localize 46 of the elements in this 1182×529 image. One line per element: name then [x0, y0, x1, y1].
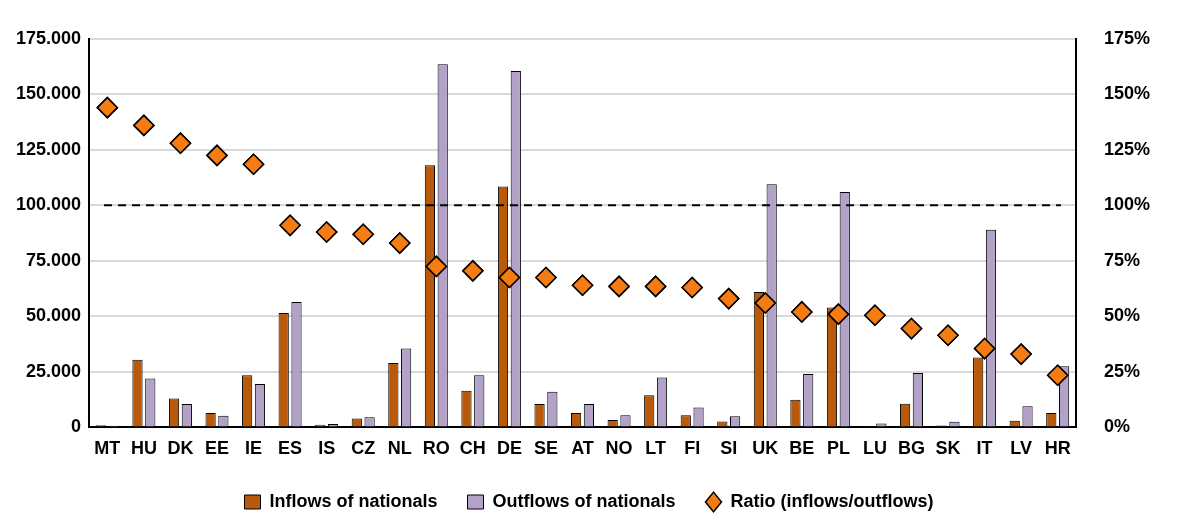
- x-tick-label: PL: [826, 438, 850, 459]
- y2-tick-label: 75%: [1103, 249, 1140, 270]
- x-tick-label: CH: [459, 438, 486, 459]
- x-tick-label: SE: [533, 438, 558, 459]
- legend-label: Inflows of nationals: [269, 490, 438, 511]
- x-tick-label: ES: [278, 438, 303, 459]
- y2-tick-label: 125%: [1103, 138, 1151, 159]
- x-tick-label: LV: [1010, 438, 1032, 459]
- x-tick-label: CZ: [351, 438, 376, 459]
- y2-tick-label: 100%: [1103, 194, 1151, 215]
- x-tick-label: NO: [605, 438, 633, 459]
- y-tick-label: 25.000: [26, 360, 82, 381]
- x-tick-label: BG: [897, 438, 925, 459]
- y2-tick-label: 150%: [1103, 83, 1151, 104]
- y-tick-label: 150.000: [15, 83, 82, 104]
- x-tick-label: MT: [94, 438, 121, 459]
- x-tick-label: HU: [130, 438, 157, 459]
- y-tick-label: 175.000: [15, 27, 82, 48]
- x-tick-label: LT: [645, 438, 666, 459]
- x-tick-label: IE: [245, 438, 263, 459]
- y2-tick-label: 0%: [1103, 416, 1130, 437]
- x-tick-label: NL: [387, 438, 412, 459]
- x-tick-label: SI: [720, 438, 738, 459]
- x-tick-label: BE: [789, 438, 815, 459]
- x-tick-label: RO: [422, 438, 450, 459]
- x-tick-label: SK: [935, 438, 961, 459]
- x-tick-label: IT: [976, 438, 993, 459]
- legend-label: Outflows of nationals: [492, 490, 676, 511]
- legend-label: Ratio (inflows/outflows): [730, 490, 934, 511]
- x-tick-label: IS: [318, 438, 336, 459]
- y2-tick-label: 25%: [1103, 360, 1140, 381]
- x-tick-label: FI: [684, 438, 701, 459]
- y-tick-label: 100.000: [15, 194, 82, 215]
- x-tick-label: LU: [862, 438, 887, 459]
- x-tick-label: DK: [167, 438, 194, 459]
- y-tick-label: 125.000: [15, 138, 82, 159]
- x-tick-label: AT: [571, 438, 594, 459]
- x-tick-label: DE: [496, 438, 522, 459]
- x-tick-label: HR: [1044, 438, 1071, 459]
- y-tick-label: 0: [71, 416, 82, 437]
- y-tick-label: 75.000: [26, 249, 82, 270]
- y2-tick-label: 175%: [1103, 27, 1151, 48]
- y-tick-label: 50.000: [26, 305, 82, 326]
- y2-tick-label: 50%: [1103, 305, 1140, 326]
- x-tick-label: UK: [752, 438, 779, 459]
- x-tick-label: EE: [204, 438, 229, 459]
